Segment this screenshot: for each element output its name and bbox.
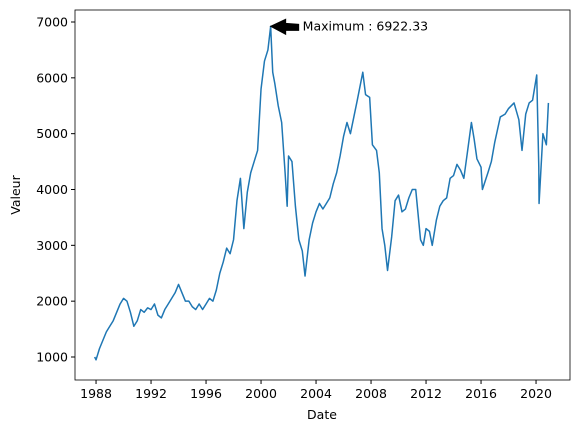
y-tick-label: 5000	[36, 126, 68, 141]
y-tick-label: 6000	[36, 70, 68, 85]
x-tick-label: 1988	[80, 386, 112, 401]
y-tick-label: 1000	[36, 349, 68, 364]
x-tick-label: 2008	[355, 386, 387, 401]
series-line	[93, 25, 550, 361]
y-tick-label: 3000	[36, 238, 68, 253]
annotation-arrow	[269, 18, 300, 36]
y-tick-label: 4000	[36, 182, 68, 197]
y-axis-label: Valeur	[8, 174, 23, 214]
x-tick-label: 2016	[465, 386, 497, 401]
x-tick-label: 2004	[300, 386, 332, 401]
plot-frame	[74, 9, 571, 381]
x-tick-label: 2012	[410, 386, 442, 401]
y-tick-label: 7000	[36, 15, 68, 30]
x-tick-label: 2020	[520, 386, 552, 401]
x-tick-label: 1996	[190, 386, 222, 401]
x-axis-label: Date	[307, 407, 337, 422]
x-tick-label: 2000	[245, 386, 277, 401]
annotation-text: Maximum : 6922.33	[303, 18, 428, 33]
x-tick-label: 1992	[135, 386, 167, 401]
y-tick-label: 2000	[36, 294, 68, 309]
